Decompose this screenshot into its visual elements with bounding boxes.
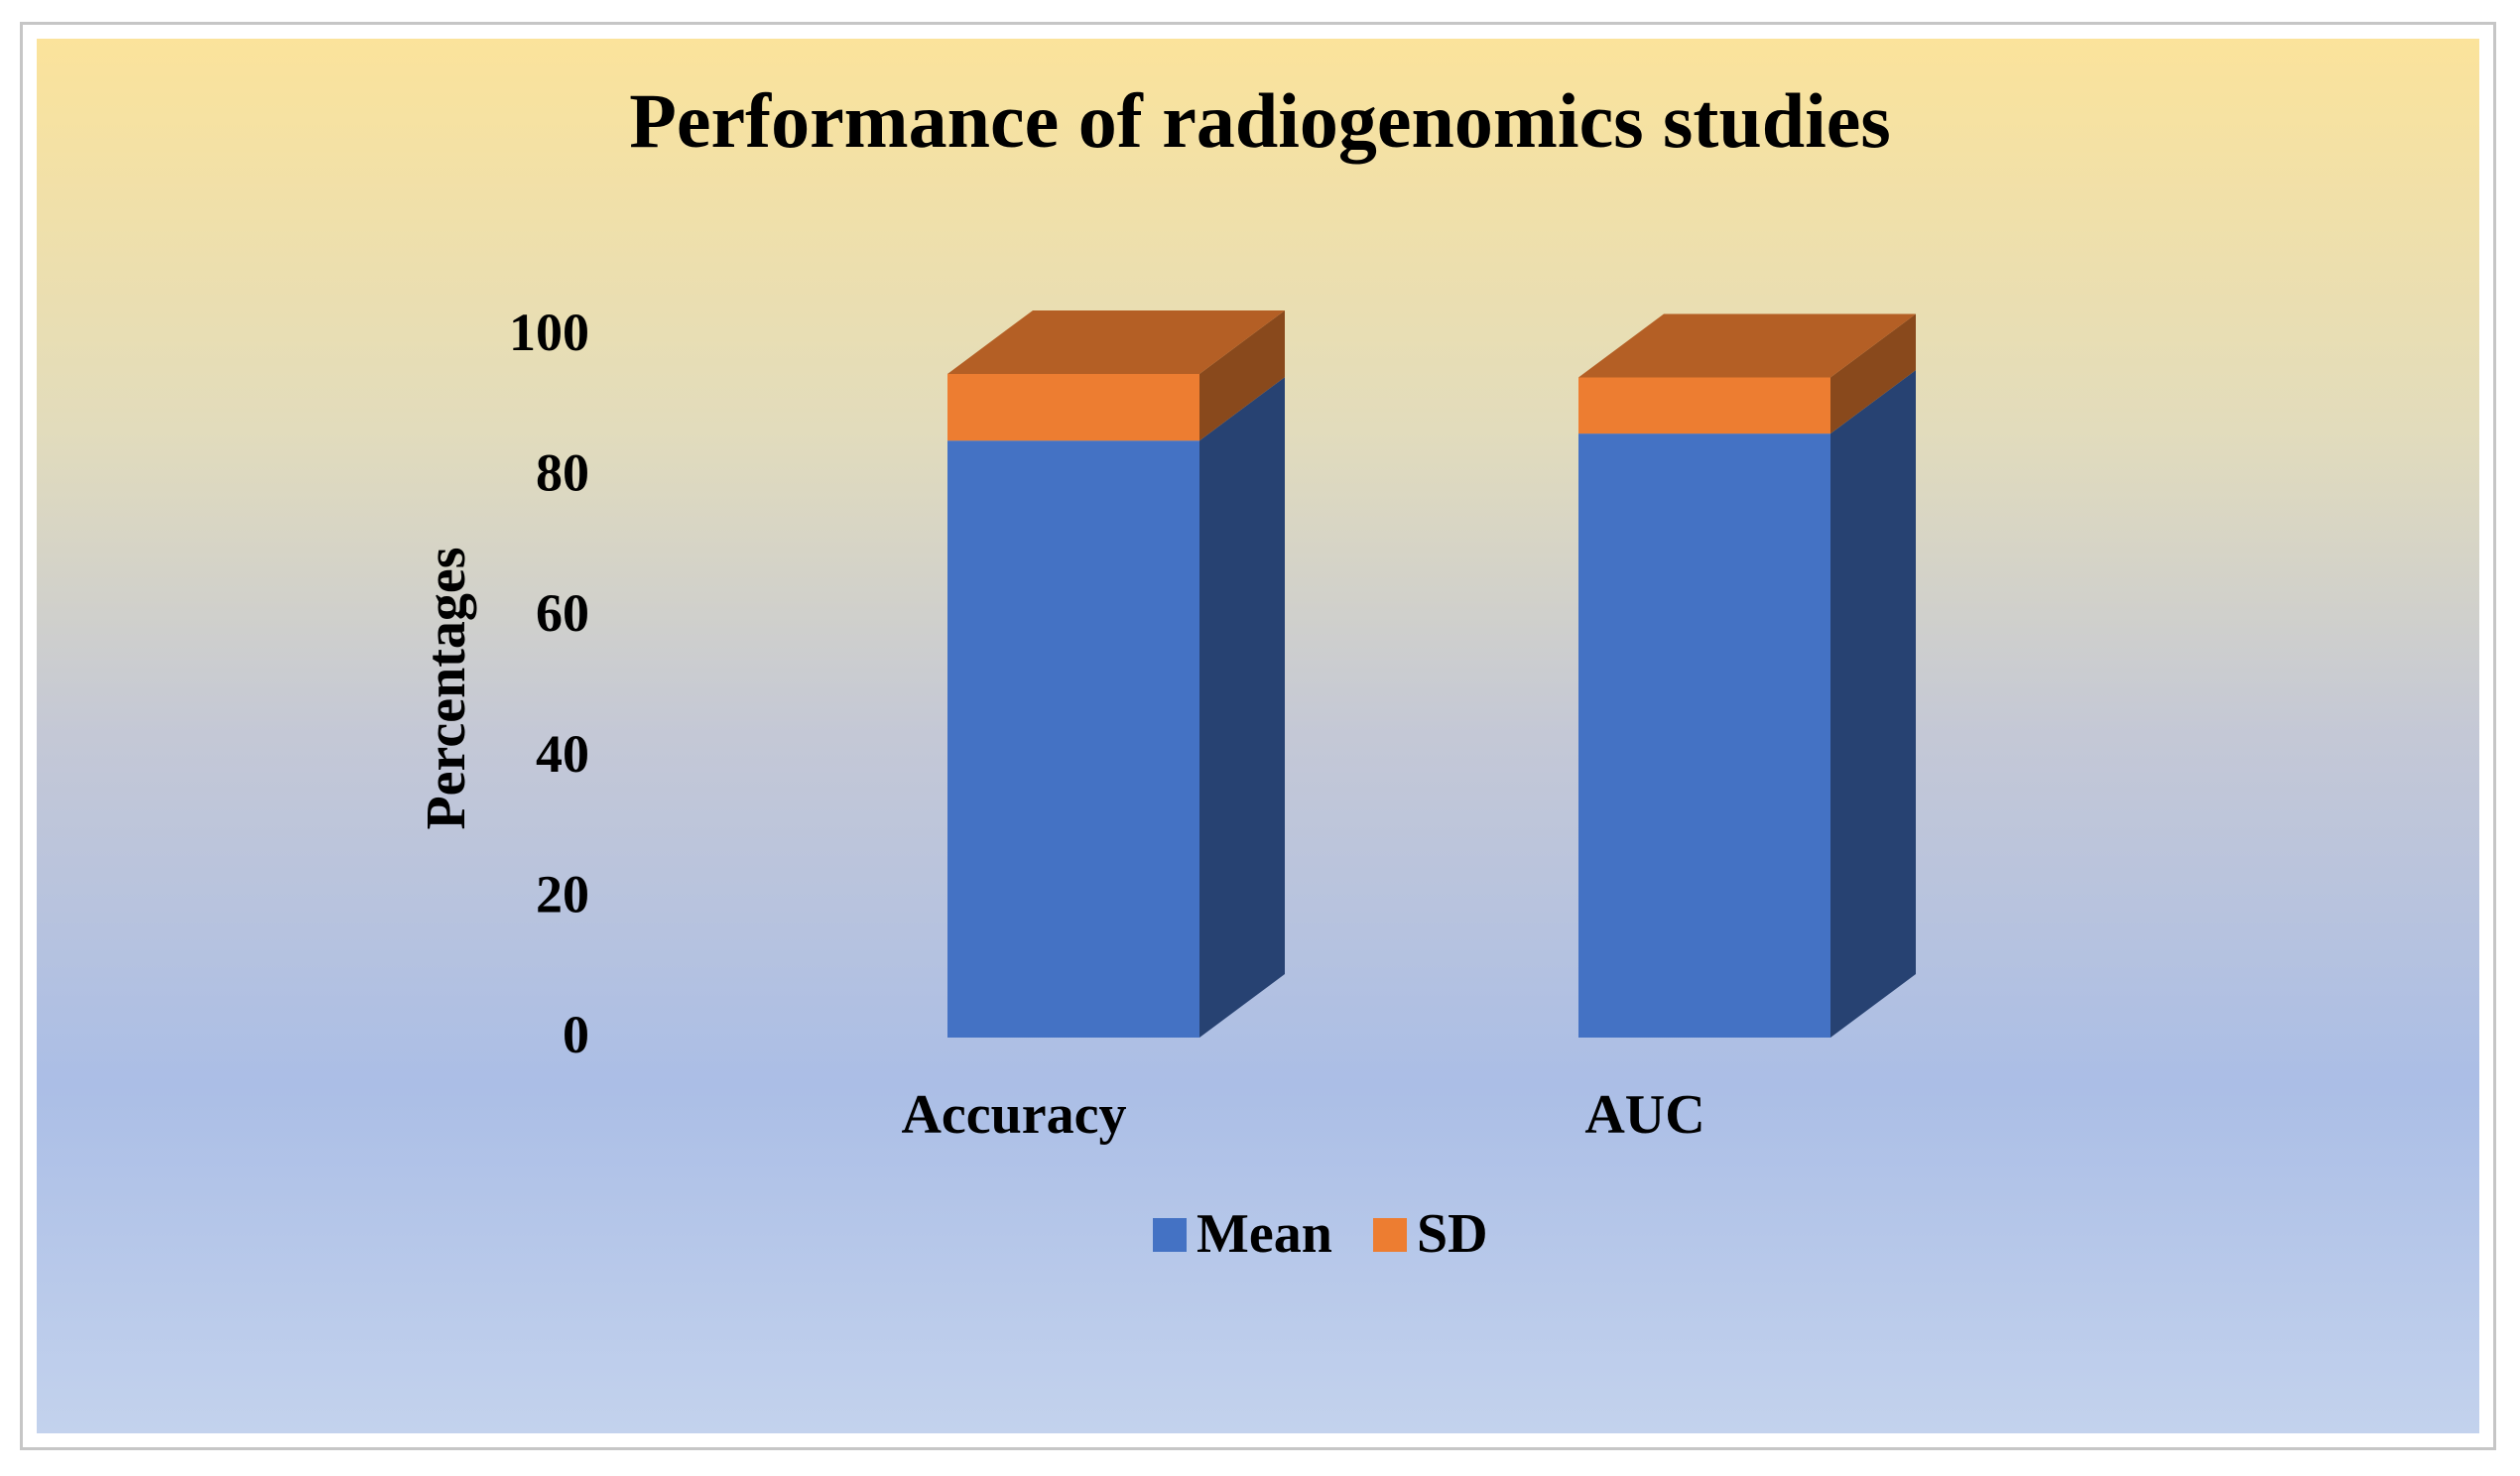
legend-label: Mean bbox=[1197, 1203, 1332, 1265]
legend-swatch-mean bbox=[1153, 1218, 1187, 1252]
bar-side-mean-accuracy bbox=[1199, 377, 1285, 1038]
bar-side-sd-auc bbox=[1830, 313, 1916, 434]
legend: Mean SD bbox=[1153, 1203, 1488, 1265]
y-tick-label: 20 bbox=[536, 864, 589, 923]
bar-stack-accuracy bbox=[947, 309, 1285, 1038]
y-axis-ticks: 0 20 40 60 80 100 bbox=[509, 303, 589, 1064]
legend-item-sd: SD bbox=[1373, 1203, 1488, 1265]
bar-mean-auc bbox=[1578, 433, 1830, 1038]
x-category-label: Accuracy bbox=[901, 1084, 1126, 1146]
legend-item-mean: Mean bbox=[1153, 1203, 1332, 1265]
bar-stack-auc bbox=[1578, 313, 1916, 1038]
legend-swatch-sd bbox=[1373, 1218, 1407, 1252]
x-axis-categories: Accuracy AUC bbox=[901, 1084, 1704, 1146]
y-tick-label: 80 bbox=[536, 443, 589, 503]
y-tick-label: 40 bbox=[536, 724, 589, 784]
bars bbox=[947, 309, 1916, 1038]
x-category-label: AUC bbox=[1584, 1084, 1704, 1146]
legend-label: SD bbox=[1417, 1203, 1488, 1265]
chart-title: Performance of radiogenomics studies bbox=[629, 77, 1891, 164]
bar-sd-accuracy bbox=[947, 373, 1199, 441]
bar-top-sd-auc bbox=[1578, 313, 1916, 378]
y-tick-label: 60 bbox=[536, 583, 589, 643]
bar-side-sd-accuracy bbox=[1199, 309, 1285, 441]
y-axis-label: Percentages bbox=[416, 547, 477, 829]
bar-side-mean-auc bbox=[1830, 370, 1916, 1038]
y-tick-label: 0 bbox=[563, 1005, 589, 1064]
y-tick-label: 100 bbox=[509, 303, 589, 362]
chart-frame bbox=[20, 22, 2496, 1450]
bar-top-sd-accuracy bbox=[947, 309, 1285, 374]
bar-mean-accuracy bbox=[947, 440, 1199, 1038]
bar-sd-auc bbox=[1578, 377, 1830, 434]
